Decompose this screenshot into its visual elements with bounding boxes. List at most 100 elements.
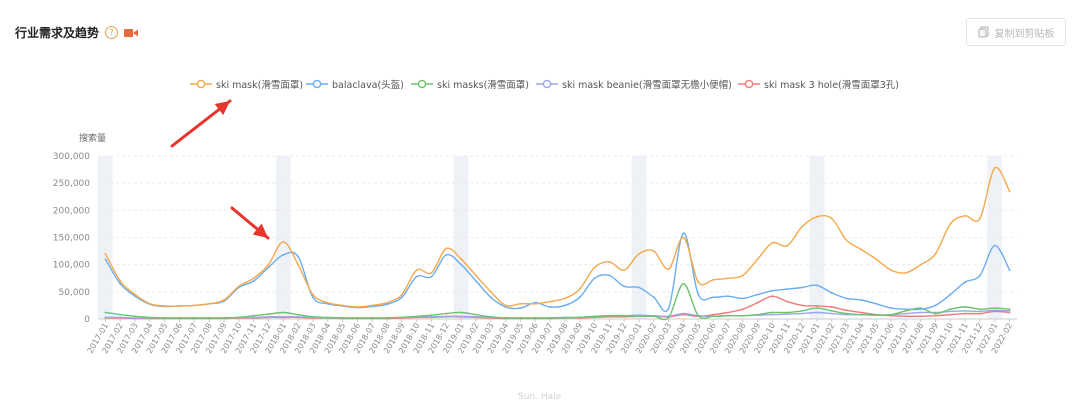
series-point-0 (252, 277, 255, 280)
series-point-2 (223, 317, 225, 319)
series-point-0 (638, 252, 640, 255)
series-point-2 (623, 314, 626, 317)
legend-item[interactable]: ski mask beanie(滑雪面罩无檐小便帽) (536, 77, 732, 91)
series-point-1 (297, 255, 300, 258)
series-point-3 (919, 311, 922, 314)
series-point-1 (475, 280, 477, 282)
series-point-0 (652, 250, 655, 252)
series-point-0 (771, 242, 774, 244)
series-point-0 (534, 302, 537, 305)
legend-item[interactable]: balaclava(头盔) (306, 77, 404, 91)
video-camera-icon[interactable] (124, 28, 139, 38)
series-point-1 (1008, 269, 1011, 271)
series-point-2 (801, 309, 803, 312)
legend-label: ski masks(滑雪面罩) (437, 80, 529, 91)
series-line-2 (105, 283, 1010, 321)
series-point-0 (1008, 190, 1011, 193)
section-header: 行业需求及趋势 ? (15, 24, 139, 41)
series-point-2 (608, 314, 611, 317)
series-point-0 (504, 304, 507, 307)
series-point-4 (756, 301, 759, 304)
series-point-4 (860, 311, 863, 314)
copy-to-clipboard-button[interactable]: 复制到剪贴板 (966, 18, 1066, 46)
series-point-1 (504, 306, 507, 308)
series-point-0 (475, 274, 477, 277)
january-highlight-band (275, 156, 291, 319)
chart-legend: ski mask(滑雪面罩) balaclava(头盔) ski masks(滑雪面… (0, 77, 1080, 93)
series-point-4 (949, 313, 952, 316)
series-point-0 (741, 274, 744, 277)
series-point-4 (934, 314, 937, 317)
series-point-4 (830, 306, 833, 308)
series-point-0 (371, 304, 374, 307)
series-point-3 (460, 315, 463, 318)
series-point-4 (919, 315, 922, 318)
series-point-2 (890, 313, 892, 316)
series-point-2 (400, 316, 403, 319)
series-point-1 (697, 293, 700, 296)
series-point-2 (193, 317, 196, 319)
series-point-1 (682, 232, 685, 235)
series-point-0 (964, 214, 967, 217)
series-point-0 (979, 217, 981, 220)
series-point-1 (830, 292, 833, 294)
legend-item[interactable]: ski mask 3 hole(滑雪面罩3孔) (738, 77, 899, 91)
series-point-0 (326, 301, 329, 304)
series-point-1 (727, 295, 729, 298)
series-point-2 (697, 314, 700, 317)
series-point-1 (564, 304, 566, 307)
copy-button-label: 复制到剪贴板 (994, 28, 1055, 40)
series-point-2 (993, 307, 996, 310)
series-point-0 (564, 297, 566, 300)
series-point-0 (193, 304, 196, 307)
legend-swatch-icon (411, 79, 433, 89)
series-point-2 (119, 313, 122, 316)
legend-label: ski mask beanie(滑雪面罩无檐小便帽) (562, 80, 732, 91)
series-point-0 (460, 258, 463, 261)
series-point-1 (919, 308, 922, 311)
series-point-1 (756, 293, 759, 296)
series-point-0 (860, 248, 863, 251)
series-point-0 (341, 304, 344, 307)
series-point-0 (134, 293, 136, 296)
series-point-1 (786, 288, 789, 291)
series-point-0 (934, 252, 937, 255)
y-tick-label: 50,000 (59, 288, 91, 298)
clipboard-icon (977, 26, 989, 38)
series-point-0 (830, 217, 833, 220)
series-point-2 (845, 312, 848, 315)
series-point-2 (104, 311, 107, 314)
series-point-1 (875, 302, 878, 305)
series-point-1 (593, 277, 596, 280)
series-point-0 (608, 261, 611, 263)
legend-swatch-icon (536, 79, 558, 89)
series-point-2 (934, 312, 937, 315)
series-point-1 (741, 297, 744, 300)
legend-label: balaclava(头盔) (332, 80, 404, 91)
arrow-head (252, 223, 268, 238)
series-point-1 (652, 296, 655, 299)
legend-label: ski mask 3 hole(滑雪面罩3孔) (764, 80, 899, 91)
legend-item[interactable]: ski mask(滑雪面罩) (190, 77, 303, 91)
series-point-2 (386, 317, 388, 319)
legend-item[interactable]: ski masks(滑雪面罩) (411, 77, 529, 91)
series-point-0 (904, 271, 907, 274)
series-point-0 (237, 285, 240, 288)
series-point-3 (771, 313, 774, 316)
series-point-0 (623, 269, 626, 271)
series-point-1 (608, 274, 611, 277)
series-point-0 (119, 280, 122, 282)
series-point-2 (712, 315, 715, 318)
series-point-1 (771, 289, 774, 292)
series-point-2 (341, 317, 344, 319)
series-point-4 (1008, 311, 1011, 314)
series-point-0 (519, 302, 522, 305)
series-point-0 (297, 263, 300, 266)
series-point-2 (475, 313, 477, 316)
y-tick-label: 100,000 (53, 261, 90, 271)
series-point-2 (519, 317, 522, 319)
question-circle-icon[interactable]: ? (105, 26, 119, 39)
series-point-2 (549, 317, 551, 319)
series-point-2 (727, 314, 729, 317)
series-point-2 (1008, 308, 1011, 311)
